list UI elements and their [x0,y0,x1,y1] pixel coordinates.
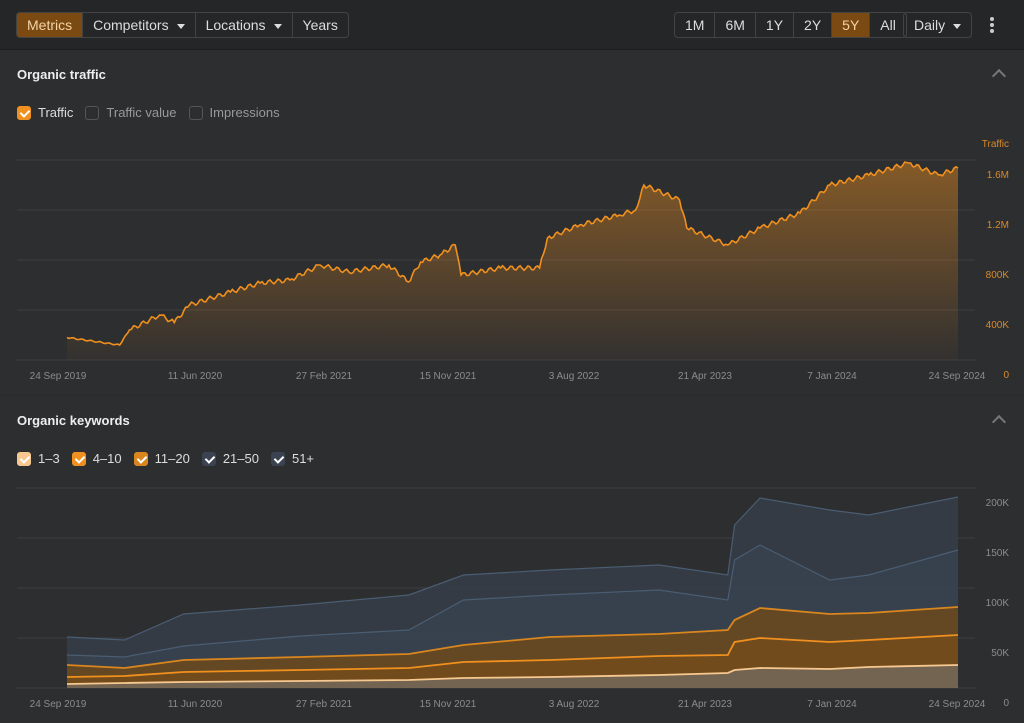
x-tick-label: 27 Feb 2021 [296,699,353,710]
legend-label: 1–3 [38,451,60,466]
keywords-line-3 [66,544,959,658]
x-tick-label: 24 Sep 2019 [30,371,87,382]
organic-traffic-panel: Organic traffic Traffic Traffic value Impr… [0,51,1024,394]
checkbox[interactable] [17,451,31,466]
tab-label: 2Y [804,17,822,33]
date-range-selector: 1M 6M 1Y 2Y 5Y All [674,12,907,38]
x-tick-label: 21 Apr 2023 [678,371,732,382]
tab-5y[interactable]: 5Y [832,13,871,37]
legend-label: 11–20 [154,451,190,466]
legend-item[interactable]: 11–20 [133,451,190,466]
section-title: Organic traffic [17,67,106,82]
caret-down-icon [273,23,282,29]
y-tick-label: 800K [986,270,1010,281]
legend-item[interactable]: 1–3 [17,451,60,466]
traffic-legend: Traffic Traffic value Impressions [17,105,280,120]
tab-2y[interactable]: 2Y [794,13,833,37]
legend-label: Traffic [38,105,74,120]
toolbar: Metrics Competitors Locations Years 1M 6M 1Y 2… [0,0,1024,50]
y-tick-label: 1.6M [987,170,1009,181]
tab-label: Locations [205,17,266,33]
x-tick-label: 7 Jan 2024 [807,699,857,710]
legend-item[interactable]: Impressions [188,105,280,120]
traffic-area [67,162,958,360]
keywords-line-0 [66,664,959,685]
checkbox[interactable] [17,105,31,120]
section-title: Organic keywords [17,413,130,428]
traffic-chart: 0 400K 800K 1.2M 1.6M 24 Sep 2019 11 Jun 2020 2… [17,139,1010,382]
caret-down-icon [176,23,185,29]
legend-item[interactable]: 51+ [270,451,315,466]
tab-locations[interactable]: Locations [196,13,293,37]
checkbox[interactable] [85,105,100,120]
y-axis-label: Traffic [982,139,1009,150]
kebab-icon[interactable] [986,15,998,35]
tab-label: Years [302,17,338,33]
x-tick-label: 15 Nov 2021 [420,371,477,382]
interval-label: Daily [914,17,946,33]
checkbox[interactable] [201,451,216,466]
tab-label: 6M [725,17,745,33]
legend-label: 4–10 [92,451,122,466]
tab-label: All [880,17,896,33]
tab-1m[interactable]: 1M [675,13,716,37]
keywords-line-2 [66,606,959,669]
checkbox[interactable] [270,451,285,466]
legend-item[interactable]: 21–50 [201,451,259,466]
x-tick-label: 24 Sep 2024 [929,699,986,710]
y-tick-label: 0 [1003,698,1009,709]
y-tick-label: 1.2M [987,220,1009,231]
keywords-line-4 [66,496,959,641]
y-tick-label: 400K [986,320,1010,331]
legend-item[interactable]: 4–10 [71,451,122,466]
legend-label: Impressions [209,105,280,120]
x-tick-label: 15 Nov 2021 [420,699,477,710]
x-tick-label: 3 Aug 2022 [549,371,600,382]
keywords-line-1 [66,634,959,678]
checkbox[interactable] [71,451,86,466]
keywords-chart: 0 50K 100K 150K 200K 24 Sep 2019 11 Jun 2020 27… [17,487,1010,710]
traffic-line [66,161,959,346]
interval-dropdown[interactable]: Daily [903,12,973,38]
x-tick-label: 11 Jun 2020 [168,371,223,382]
tab-label: 1M [685,17,705,33]
x-tick-label: 11 Jun 2020 [168,699,223,710]
legend-label: Traffic value [106,105,177,120]
tab-label: 1Y [765,17,784,33]
keywords-legend: 1–3 4–10 11–20 21–50 51+ [17,451,314,466]
keywords-band-4 [67,497,958,657]
tab-label: 5Y [842,17,860,33]
tab-competitors[interactable]: Competitors [83,13,196,37]
checkbox[interactable] [188,105,203,120]
tab-6m[interactable]: 6M [715,13,756,37]
y-tick-label: 200K [986,498,1010,509]
y-tick-label: 0 [1003,370,1009,381]
x-tick-label: 24 Sep 2024 [929,371,986,382]
y-tick-label: 150K [986,548,1010,559]
legend-item[interactable]: Traffic value [85,105,177,120]
x-tick-label: 7 Jan 2024 [807,371,857,382]
organic-keywords-panel: Organic keywords 1–3 4–10 11–20 21–50 51+ 0 5… [0,396,1024,723]
checkbox[interactable] [133,451,148,466]
legend-item[interactable]: Traffic [17,105,73,120]
x-tick-label: 24 Sep 2019 [30,699,87,710]
tab-label: Competitors [93,17,169,33]
caret-down-icon [953,23,962,29]
tab-1y[interactable]: 1Y [756,13,795,37]
view-tabs: Metrics Competitors Locations Years [16,12,349,38]
keywords-band-2 [67,607,958,677]
tab-all[interactable]: All [870,13,906,37]
y-tick-label: 50K [991,648,1009,659]
x-tick-label: 3 Aug 2022 [549,699,600,710]
y-tick-label: 100K [986,598,1010,609]
x-tick-label: 21 Apr 2023 [678,699,732,710]
x-tick-label: 27 Feb 2021 [296,371,353,382]
tab-label: Metrics [27,17,73,33]
legend-label: 51+ [291,451,315,466]
legend-label: 21–50 [222,451,259,466]
keywords-band-1 [67,635,958,684]
tab-years[interactable]: Years [293,13,348,37]
tab-metrics[interactable]: Metrics [17,13,84,37]
